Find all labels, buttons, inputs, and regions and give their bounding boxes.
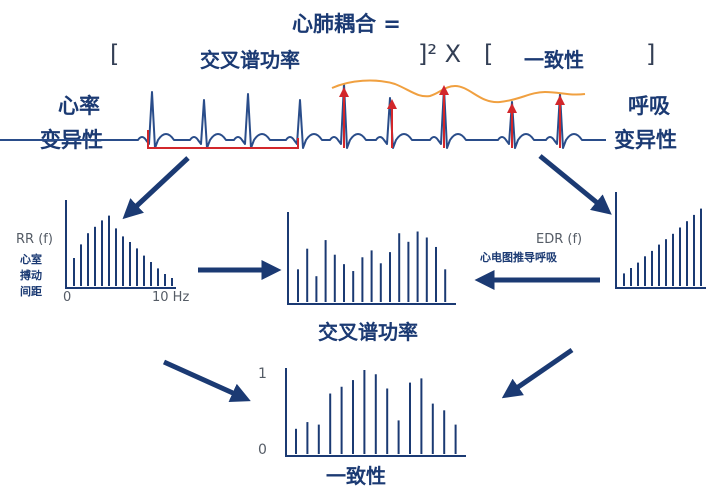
hrv-label-line1: 心率 <box>58 94 100 118</box>
rr-x-max-label: 10 Hz <box>152 290 190 305</box>
coherence-axes <box>285 368 466 457</box>
bracket-close-2: ] <box>646 40 656 68</box>
arrow-rv-to-edr <box>538 154 612 215</box>
coherence-label: 一致性 <box>326 464 386 488</box>
coherence-bars <box>295 370 457 454</box>
formula-term-cross-power: 交叉谱功率 <box>200 48 300 72</box>
cross-spectrum-label: 交叉谱功率 <box>318 320 418 344</box>
edr-desc: 心电图推导呼吸 <box>480 251 557 264</box>
ecg-trace <box>0 83 606 149</box>
rr-axis-label: RR (f) <box>16 232 53 247</box>
rr-spectrum-bars <box>73 215 173 286</box>
edr-spectrum-axes <box>615 192 706 289</box>
amplitude-arrows <box>339 85 565 148</box>
coherence-y-bottom-label: 0 <box>258 442 267 458</box>
rr-desc-line2: 搏动 <box>20 269 42 282</box>
rr-x-min-label: 0 <box>63 290 72 305</box>
rr-spectrum-axes <box>65 200 176 289</box>
formula-term-coherence: 一致性 <box>524 48 584 72</box>
coherence-y-top-label: 1 <box>258 366 267 382</box>
cross-spectrum-bars <box>297 231 447 302</box>
rv-label-line2: 变异性 <box>614 128 677 152</box>
edr-spectrum-bars <box>623 208 702 286</box>
rr-desc-line1: 心室 <box>20 253 42 266</box>
rr-interval-line <box>147 130 299 149</box>
formula-title: 心肺耦合 = <box>292 12 401 36</box>
rv-label-line1: 呼吸 <box>628 94 670 118</box>
bracket-close-power: ]² X <box>418 40 462 68</box>
arrow-left-to-coherence <box>162 359 251 402</box>
arrow-right-to-coherence <box>501 347 574 399</box>
edr-axis-label: EDR (f) <box>536 232 583 247</box>
bracket-open-2: [ <box>484 40 494 68</box>
cross-spectrum-axes <box>287 212 456 305</box>
respiration-envelope <box>331 79 586 104</box>
rr-desc-line3: 间距 <box>20 285 42 298</box>
arrow-hrv-to-rr <box>122 156 190 220</box>
bracket-open-1: [ <box>110 40 120 68</box>
